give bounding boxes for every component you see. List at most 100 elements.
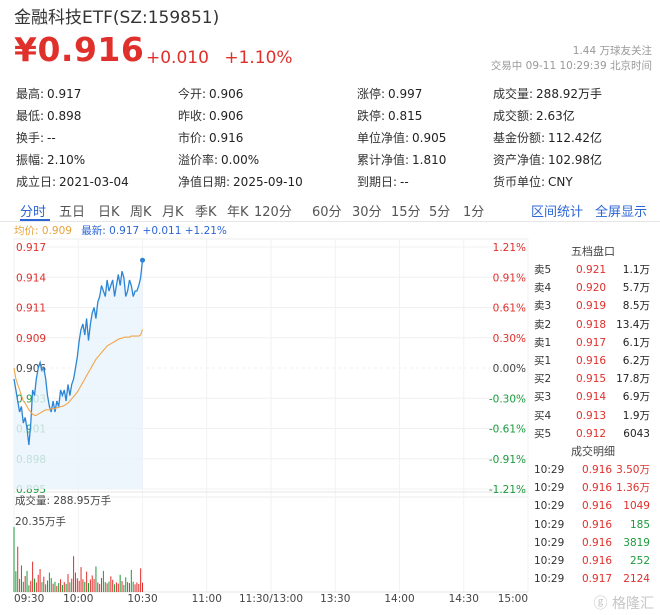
volume-bar bbox=[104, 582, 106, 592]
interval-stats-button[interactable]: 区间统计 bbox=[531, 205, 584, 220]
fullscreen-button[interactable]: 全屏显示 bbox=[595, 205, 648, 220]
volume-bar bbox=[108, 581, 110, 592]
current-price: ¥0.916 bbox=[14, 30, 145, 69]
trade-row: 10:29 0.916 3.50万 bbox=[530, 461, 656, 479]
tab-12[interactable]: 1分 bbox=[463, 205, 485, 220]
tab-11[interactable]: 5分 bbox=[429, 205, 451, 220]
y-tick-left: 0.911 bbox=[16, 303, 46, 315]
volume-bar bbox=[117, 583, 119, 592]
stat-item: 振幅: 2.10% bbox=[16, 151, 85, 168]
tab-8[interactable]: 60分 bbox=[312, 205, 342, 220]
trade-row: 10:29 0.916 185 bbox=[530, 516, 656, 534]
book-price: 0.918 bbox=[576, 318, 607, 331]
x-tick: 10:30 bbox=[127, 593, 157, 605]
trade-price: 0.916 bbox=[582, 536, 613, 549]
tab-1[interactable]: 五日 bbox=[59, 205, 86, 220]
followers-count: 1.44 万球友关注 bbox=[572, 45, 652, 57]
stat-item: 成交额: 2.63亿 bbox=[493, 107, 575, 124]
stat-item: 累计净值: 1.810 bbox=[357, 151, 446, 168]
x-tick: 14:30 bbox=[449, 593, 479, 605]
book-level-label: 卖2 bbox=[534, 318, 552, 331]
book-volume: 17.8万 bbox=[616, 373, 650, 386]
trade-volume: 1.36万 bbox=[616, 482, 650, 495]
tabs-divider bbox=[0, 221, 660, 222]
stat-item: 溢价率: 0.00% bbox=[178, 151, 259, 168]
volume-bar bbox=[26, 570, 28, 592]
trade-row: 10:29 0.916 1.36万 bbox=[530, 479, 656, 497]
watermark-text: 格隆汇 bbox=[612, 596, 654, 612]
stat-item: 昨收: 0.906 bbox=[178, 107, 243, 124]
book-volume: 6.9万 bbox=[622, 391, 650, 404]
tab-2[interactable]: 日K bbox=[98, 205, 120, 220]
trade-volume: 3819 bbox=[623, 536, 650, 549]
order-book: 五档盘口 卖5 0.921 1.1万 卖4 0.920 5.7万 卖3 0.919 8.5万 卖2 0… bbox=[530, 243, 656, 443]
y-tick-left: 0.909 bbox=[16, 333, 46, 345]
volume-bar bbox=[136, 582, 138, 592]
trade-volume: 252 bbox=[629, 554, 650, 567]
y-tick-right: 0.00% bbox=[493, 363, 526, 375]
volume-bar bbox=[69, 582, 71, 592]
volume-bar bbox=[99, 584, 101, 592]
volume-bar bbox=[45, 584, 47, 592]
trade-time: 10:29 bbox=[534, 518, 565, 531]
bid-row: 买1 0.916 6.2万 bbox=[530, 352, 656, 370]
ask-row: 卖5 0.921 1.1万 bbox=[530, 261, 656, 279]
x-tick: 13:30 bbox=[320, 593, 350, 605]
active-tab-underline bbox=[20, 219, 50, 221]
y-tick-right: 0.61% bbox=[493, 303, 526, 315]
stat-value: -- bbox=[400, 175, 409, 189]
volume-bar bbox=[74, 572, 76, 592]
stat-value: 0.815 bbox=[388, 109, 423, 123]
book-price: 0.917 bbox=[576, 336, 607, 349]
volume-bar bbox=[141, 582, 144, 592]
volume-bar bbox=[89, 579, 91, 592]
stat-value: CNY bbox=[548, 175, 573, 189]
ask-row: 卖4 0.920 5.7万 bbox=[530, 279, 656, 297]
volume-bar bbox=[47, 580, 49, 592]
tab-3[interactable]: 周K bbox=[130, 205, 152, 220]
intraday-chart[interactable]: 0.9170.9140.9110.9090.9060.9030.9010.898… bbox=[0, 236, 530, 608]
tab-10[interactable]: 15分 bbox=[391, 205, 421, 220]
volume-bar bbox=[95, 566, 97, 592]
stat-label: 到期日: bbox=[357, 175, 398, 189]
stat-label: 基金份额: bbox=[493, 131, 546, 145]
security-title: 金融科技ETF(SZ:159851) bbox=[14, 8, 220, 28]
volume-bar bbox=[22, 581, 24, 592]
tab-9[interactable]: 30分 bbox=[352, 205, 382, 220]
tab-5[interactable]: 季K bbox=[195, 205, 217, 220]
ask-row: 卖2 0.918 13.4万 bbox=[530, 316, 656, 334]
tab-0[interactable]: 分时 bbox=[20, 205, 47, 220]
meta-info: 1.44 万球友关注 交易中 09-11 10:29:39 北京时间 bbox=[392, 44, 652, 74]
stat-value: 0.917 bbox=[47, 87, 82, 101]
stat-item: 涨停: 0.997 bbox=[357, 85, 422, 102]
tab-4[interactable]: 月K bbox=[162, 205, 184, 220]
volume-bar bbox=[102, 570, 104, 592]
volume-bar bbox=[73, 556, 75, 592]
volume-bar bbox=[41, 582, 43, 592]
volume-bar bbox=[76, 578, 78, 592]
tab-6[interactable]: 年K bbox=[227, 205, 249, 220]
volume-bar bbox=[58, 583, 60, 592]
stat-item: 单位净值: 0.905 bbox=[357, 129, 446, 146]
volume-bar bbox=[71, 578, 73, 592]
stat-item: 最低: 0.898 bbox=[16, 107, 81, 124]
x-tick: 10:00 bbox=[63, 593, 93, 605]
stat-label: 单位净值: bbox=[357, 131, 410, 145]
volume-bar bbox=[140, 568, 142, 592]
stat-label: 今开: bbox=[178, 87, 207, 101]
trade-row: 10:29 0.917 2124 bbox=[530, 570, 656, 588]
volume-bar bbox=[63, 582, 65, 592]
book-price: 0.912 bbox=[576, 427, 607, 440]
stat-value: 2.10% bbox=[47, 153, 86, 167]
volume-bar bbox=[114, 584, 116, 592]
book-level-label: 卖5 bbox=[534, 264, 552, 276]
chart-legend: 均价: 0.909 最新: 0.917 +0.011 +1.21% bbox=[14, 223, 227, 238]
book-level-label: 买5 bbox=[534, 427, 552, 440]
stat-label: 累计净值: bbox=[357, 153, 410, 167]
legend-latest-price: 最新: 0.917 +0.011 +1.21% bbox=[81, 225, 227, 237]
volume-bar bbox=[125, 577, 127, 592]
stat-label: 昨收: bbox=[178, 109, 207, 123]
book-level-label: 买3 bbox=[534, 391, 552, 404]
stat-label: 最低: bbox=[16, 109, 45, 123]
tab-7[interactable]: 120分 bbox=[254, 205, 292, 220]
